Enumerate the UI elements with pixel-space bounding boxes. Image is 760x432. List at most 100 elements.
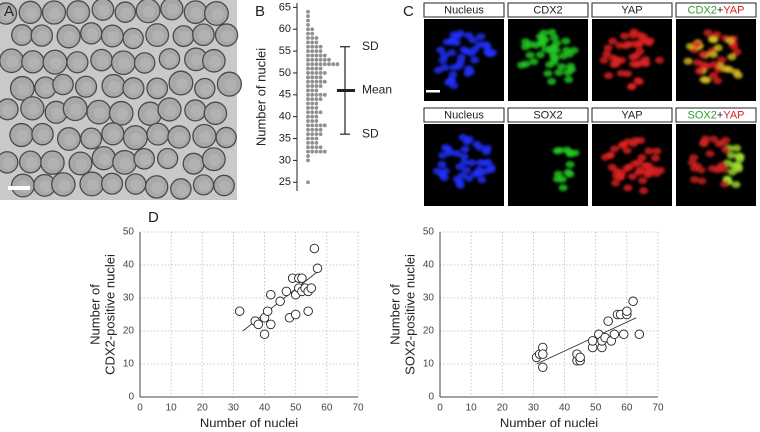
dot xyxy=(314,92,319,97)
point xyxy=(259,329,270,340)
dot xyxy=(322,62,327,67)
embryo-core xyxy=(58,79,71,92)
dot xyxy=(310,141,315,145)
dot xyxy=(310,106,315,110)
dot xyxy=(310,57,315,62)
embryo-core xyxy=(139,153,152,166)
dot xyxy=(306,145,310,150)
nucleus xyxy=(517,61,527,69)
embryo-core xyxy=(72,57,85,70)
embryo-core xyxy=(190,105,203,118)
dot xyxy=(306,119,310,123)
dot xyxy=(322,79,327,84)
embryo-core xyxy=(178,31,191,44)
nucleus xyxy=(440,64,450,72)
nucleus xyxy=(444,149,454,157)
embryo-core xyxy=(190,54,203,67)
y-tick-label: 40 xyxy=(423,260,435,271)
nucleus xyxy=(692,40,702,48)
nucleus xyxy=(698,51,708,59)
y-tick-label: 50 xyxy=(279,67,291,79)
nucleus xyxy=(627,173,637,181)
embryo-core xyxy=(152,83,165,96)
dot xyxy=(318,44,323,49)
nucleus xyxy=(641,162,651,170)
nucleus xyxy=(539,29,549,37)
nucleus xyxy=(438,151,448,159)
nucleus xyxy=(543,69,553,77)
dot xyxy=(310,71,315,75)
x-tick-label: 30 xyxy=(528,403,540,414)
embryo-core xyxy=(164,53,177,66)
dot xyxy=(306,14,310,19)
nucleus xyxy=(714,140,724,148)
x-tick-label: 50 xyxy=(590,403,602,414)
dot xyxy=(314,75,319,80)
y-tick-label: 20 xyxy=(123,326,135,337)
point xyxy=(253,319,264,330)
embryo-core xyxy=(17,83,30,96)
nucleus xyxy=(612,56,622,64)
dot xyxy=(318,145,323,150)
point xyxy=(303,306,313,316)
point xyxy=(538,349,548,359)
embryo-core xyxy=(97,4,110,17)
embryo-core xyxy=(199,131,212,144)
nucleus xyxy=(531,41,541,49)
embryo-core xyxy=(173,131,186,144)
dot xyxy=(306,53,310,58)
dot xyxy=(314,49,319,53)
embryo-core xyxy=(166,3,179,16)
label-box xyxy=(423,107,505,123)
dot xyxy=(306,44,310,49)
point xyxy=(603,316,613,326)
point xyxy=(587,336,598,346)
label-box xyxy=(423,2,505,18)
nucleus xyxy=(541,45,551,53)
nucleus xyxy=(437,160,447,168)
dot xyxy=(318,71,323,75)
embryo-core xyxy=(118,57,131,70)
dot xyxy=(310,136,315,141)
y-tick-label: 65 xyxy=(279,1,291,13)
image xyxy=(508,124,588,206)
nucleus xyxy=(555,146,565,154)
nucleus xyxy=(623,40,633,48)
point xyxy=(306,283,317,293)
nucleus xyxy=(650,154,660,162)
nucleus xyxy=(709,36,719,44)
dot xyxy=(327,57,331,62)
nucleus xyxy=(725,37,735,45)
nucleus xyxy=(623,184,633,192)
nucleus xyxy=(622,147,632,155)
label-box xyxy=(675,107,757,123)
x-tick-label: 60 xyxy=(321,403,333,414)
y-tick-label: 60 xyxy=(279,23,291,35)
point xyxy=(266,319,276,330)
dot xyxy=(306,79,310,84)
nucleus xyxy=(709,60,719,68)
nucleus xyxy=(638,177,648,185)
cells xyxy=(432,133,496,189)
embryo-core xyxy=(47,157,60,170)
nucleus xyxy=(472,140,482,148)
nucleus xyxy=(705,150,715,158)
nucleus xyxy=(720,146,730,154)
dot xyxy=(314,114,319,119)
dot xyxy=(306,62,310,67)
nucleus xyxy=(611,179,621,187)
dot xyxy=(314,132,319,137)
dot xyxy=(306,66,310,71)
label-box xyxy=(675,2,757,18)
nucleus xyxy=(683,57,693,65)
nucleus xyxy=(690,164,700,172)
dot xyxy=(318,110,323,115)
dot xyxy=(306,92,310,97)
point xyxy=(262,306,273,316)
nucleus xyxy=(605,151,615,159)
dot xyxy=(306,22,310,27)
nucleus xyxy=(700,135,710,143)
point xyxy=(290,309,301,320)
dot xyxy=(318,79,323,84)
